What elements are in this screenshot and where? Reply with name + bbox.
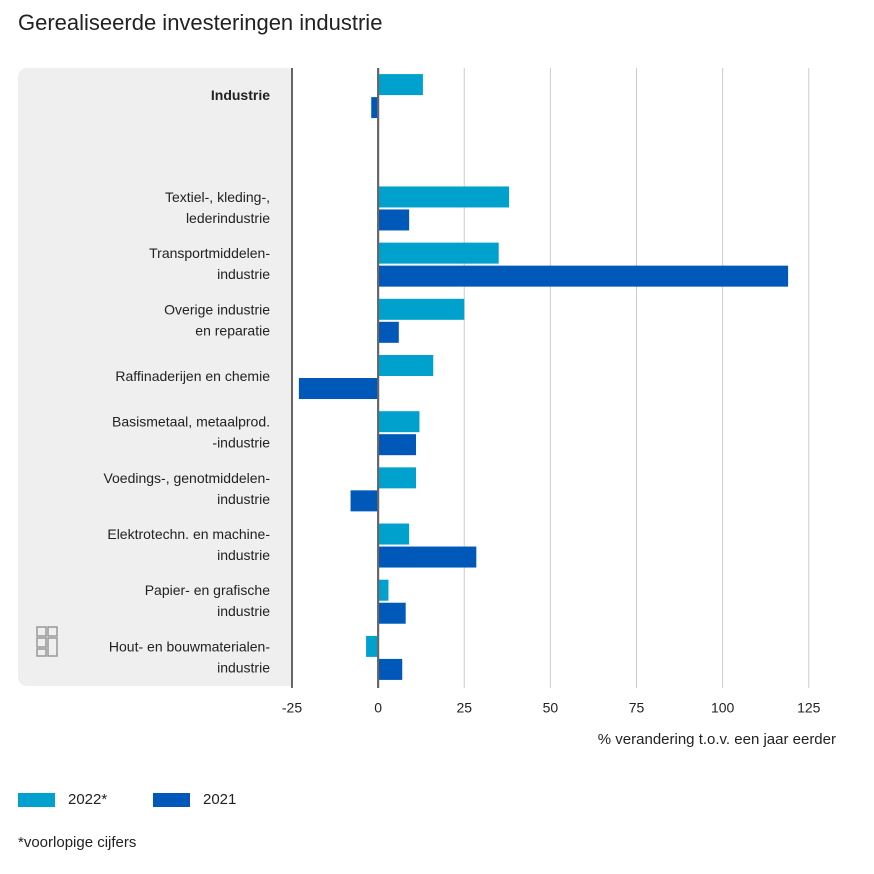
chart-title: Gerealiseerde investeringen industrie [18, 10, 382, 35]
label-line: Overige industrie [164, 301, 270, 317]
legend-swatch [18, 793, 55, 807]
label-line: Elektrotechn. en machine- [107, 526, 270, 542]
label-line: Basismetaal, metaalprod. [112, 413, 270, 429]
bar [378, 298, 465, 320]
bar [378, 209, 410, 231]
bar [378, 434, 417, 456]
legend-swatch [153, 793, 190, 807]
label-line: Industrie [211, 87, 270, 103]
bar [378, 74, 423, 96]
bar [371, 97, 379, 119]
bar [378, 602, 406, 624]
label-line: -industrie [212, 434, 270, 450]
legend-label: 2021 [203, 791, 236, 808]
label-line: industrie [217, 659, 270, 675]
y-tick-label: Overige industrie en reparatie [164, 301, 270, 338]
y-tick-label: Textiel-, kleding-, lederindustrie [165, 189, 270, 226]
label-line: Transportmiddelen- [149, 245, 270, 261]
bar [378, 523, 410, 545]
bar [378, 321, 399, 343]
label-line: Raffinaderijen en chemie [115, 368, 270, 384]
bar [378, 546, 477, 568]
y-tick-label: Industrie [211, 87, 270, 103]
y-tick-label: Papier- en grafische industrie [145, 582, 271, 619]
y-tick-label: Voedings-, genotmiddelen-industrie [103, 470, 270, 507]
y-tick-label: Hout- en bouwmaterialen-industrie [109, 638, 270, 675]
legend-label: 2022* [68, 791, 107, 808]
label-line: Voedings-, genotmiddelen- [103, 470, 270, 486]
y-tick-label: Elektrotechn. en machine-industrie [107, 526, 270, 563]
label-line: Textiel-, kleding-, [165, 189, 270, 205]
x-tick-label: 100 [711, 700, 735, 716]
bar [350, 490, 379, 512]
bar [298, 378, 379, 399]
label-line: lederindustrie [186, 210, 270, 226]
x-tick-label: 50 [543, 700, 559, 716]
label-line: industrie [217, 266, 270, 282]
label-line: Papier- en grafische [145, 582, 271, 598]
y-tick-label: Transportmiddelen-industrie [149, 245, 270, 282]
bar [378, 658, 403, 680]
x-axis-title: % verandering t.o.v. een jaar eerder [598, 731, 836, 748]
x-tick-label: -25 [282, 700, 302, 716]
bar [378, 411, 420, 433]
bar [378, 242, 499, 264]
x-tick-label: 75 [629, 700, 645, 716]
logo [36, 626, 58, 657]
bar [378, 467, 417, 489]
bar [378, 355, 434, 376]
x-tick-label: 125 [797, 700, 821, 716]
y-tick-label: Raffinaderijen en chemie [115, 368, 270, 384]
x-tick-label: 0 [374, 700, 382, 716]
footnote: *voorlopige cijfers [18, 834, 136, 851]
y-tick-label: Basismetaal, metaalprod. -industrie [112, 413, 270, 450]
label-background [18, 68, 292, 686]
bar [378, 579, 389, 601]
bar [378, 186, 510, 208]
x-tick-label: 25 [456, 700, 472, 716]
label-line: en reparatie [195, 322, 270, 338]
bar [378, 265, 789, 287]
bar [366, 635, 379, 657]
label-line: industrie [217, 547, 270, 563]
label-line: industrie [217, 491, 270, 507]
label-line: Hout- en bouwmaterialen- [109, 638, 270, 654]
label-line: industrie [217, 603, 270, 619]
